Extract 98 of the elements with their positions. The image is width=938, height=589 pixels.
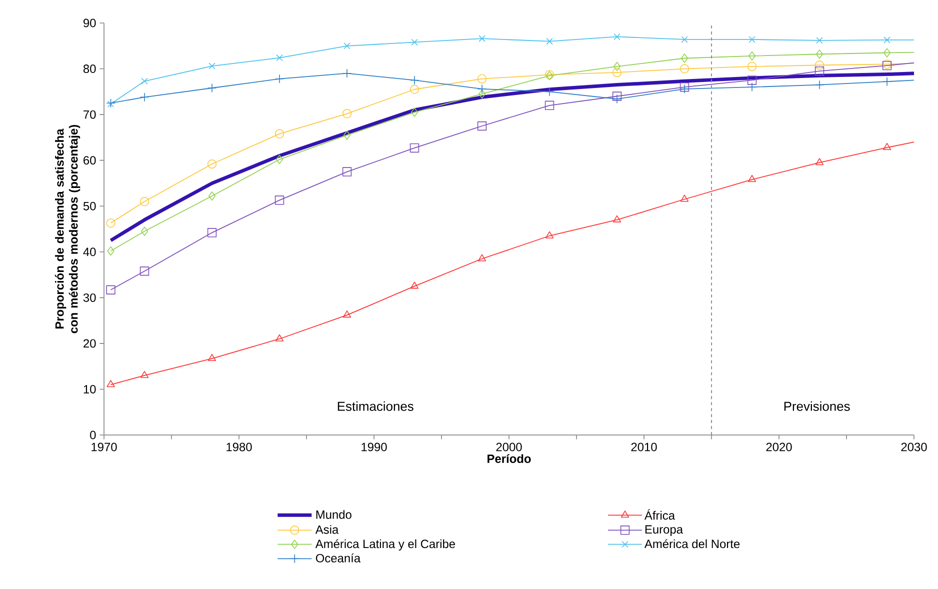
point [680, 64, 690, 74]
point [344, 42, 350, 50]
legend-label: Mundo [316, 510, 352, 519]
legend-label: América del Norte [644, 539, 740, 548]
point [274, 196, 284, 205]
point [140, 226, 148, 236]
y-tick-label: 20 [84, 339, 96, 348]
y-tick-label: 60 [84, 156, 96, 165]
point [410, 143, 420, 153]
point [612, 94, 622, 104]
x-tick-label: 1990 [362, 442, 387, 452]
point [614, 33, 620, 40]
point [342, 310, 352, 318]
x-tick-label: 2020 [766, 442, 792, 452]
point [140, 370, 149, 378]
point [410, 84, 420, 94]
point [410, 282, 419, 289]
point [208, 62, 216, 70]
point [816, 50, 824, 59]
point [106, 380, 115, 388]
point [747, 82, 757, 92]
y-tick-label: 80 [83, 64, 96, 74]
point [274, 74, 284, 84]
point [814, 66, 824, 76]
y-tick-label: 10 [84, 384, 96, 394]
point [680, 194, 689, 202]
point [106, 285, 116, 294]
point [276, 154, 284, 164]
point [748, 174, 756, 182]
x-tick-label: 2000 [496, 442, 522, 452]
x-tick-label: 2030 [901, 442, 927, 452]
point [612, 92, 622, 101]
point [274, 129, 284, 138]
annotation: Estimaciones [338, 401, 414, 411]
point [478, 89, 486, 99]
point [681, 36, 688, 43]
point [207, 228, 217, 238]
x-tick-label: 1980 [226, 442, 252, 452]
point [208, 354, 216, 362]
y-tick-label: 70 [84, 110, 96, 119]
y-tick-label: 30 [83, 293, 96, 302]
point [477, 84, 487, 94]
point [816, 37, 823, 44]
point [478, 35, 486, 42]
legend-label: Oceanía [316, 554, 361, 562]
legend-label: América Latina y el Caribe [315, 539, 455, 550]
point [814, 80, 824, 90]
legend-label: Asia [315, 525, 339, 534]
point [207, 159, 217, 169]
point [207, 83, 217, 93]
point [882, 142, 892, 150]
annotation: Previsiones [784, 401, 850, 411]
point [343, 130, 351, 140]
point [411, 38, 418, 46]
point [107, 246, 114, 256]
point [748, 36, 756, 43]
point [613, 62, 621, 72]
point [275, 334, 284, 342]
point [747, 76, 757, 85]
point [545, 231, 554, 238]
point [477, 74, 487, 84]
point [208, 191, 216, 201]
point [748, 51, 756, 61]
point [141, 78, 148, 85]
point [546, 38, 553, 45]
point [747, 62, 757, 72]
point [478, 254, 486, 262]
point [544, 87, 554, 96]
point [477, 121, 487, 131]
y-tick-label: 50 [83, 202, 96, 210]
point [410, 108, 418, 117]
x-axis-title: Período [488, 454, 531, 463]
point [342, 167, 352, 176]
point [276, 54, 283, 62]
point [814, 60, 824, 70]
legend-label: Europa [645, 525, 683, 536]
x-tick-label: 1970 [92, 442, 117, 452]
point [680, 54, 688, 63]
point [882, 76, 892, 86]
point [884, 36, 890, 44]
y-tick-label: 0 [90, 430, 96, 440]
point [544, 100, 554, 110]
point [140, 196, 150, 206]
point [612, 215, 622, 222]
point [140, 266, 150, 276]
x-tick-label: 2010 [631, 442, 657, 452]
point [410, 76, 420, 85]
point [106, 218, 116, 228]
point [342, 68, 352, 78]
y-tick-label: 90 [84, 18, 96, 28]
legend-label: África [644, 509, 675, 520]
point [342, 109, 352, 118]
y-tick-label: 40 [83, 248, 96, 256]
point [140, 92, 150, 102]
point [815, 158, 824, 166]
point [883, 48, 891, 58]
point [612, 68, 622, 78]
y-axis-title: Proporción de demanda satisfecha con métodos modernos (porcentaje) [54, 124, 80, 334]
